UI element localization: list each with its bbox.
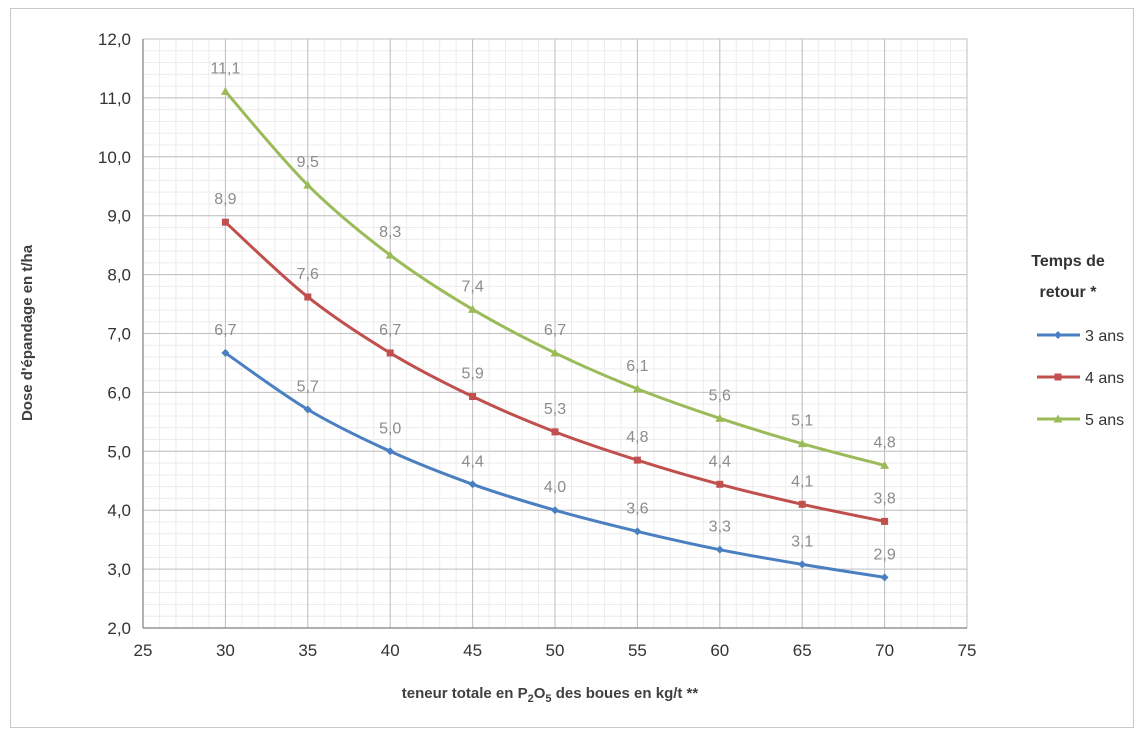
data-point [633,456,641,464]
data-point [550,348,560,357]
x-tick-label: 35 [298,641,317,660]
data-point [715,545,724,554]
data-point [220,86,230,95]
y-tick-label: 5,0 [107,442,131,461]
data-point [880,460,890,469]
legend-label: 4 ans [1085,370,1124,387]
data-label: 7,6 [297,266,319,283]
data-label: 5,7 [297,378,319,395]
legend-swatch-marker [1053,414,1063,423]
x-tick-label: 40 [381,641,400,660]
data-label: 5,9 [461,366,483,383]
data-point [221,218,229,226]
x-tick-label: 50 [546,641,565,660]
data-label: 4,0 [544,479,566,496]
data-label: 6,1 [626,358,648,375]
y-tick-labels: 2,0 3,0 4,0 5,0 6,0 7,0 8,0 9,0 10,0 11,0 12,0 [98,30,131,638]
data-label: 8,9 [214,191,236,208]
data-point [551,428,559,436]
data-point [303,180,313,189]
legend-title-line-1: Temps de [1031,253,1105,270]
data-label: 2,9 [873,546,895,563]
x-axis-title: teneur totale en P2O5 des boues en kg/t … [402,685,699,705]
data-label: 6,7 [379,322,401,339]
data-label: 6,7 [214,322,236,339]
data-point [385,250,395,259]
legend-title-line-2: retour * [1040,284,1098,301]
data-point [468,304,478,313]
axes [142,39,967,629]
data-point [386,447,395,456]
x-tick-label: 65 [793,641,812,660]
y-tick-label: 3,0 [107,560,131,579]
x-tick-label: 60 [710,641,729,660]
data-point [632,384,642,393]
y-axis-title: Dose d'épandage en t/ha [19,244,36,421]
data-label: 3,1 [791,533,813,550]
data-label: 3,8 [873,490,895,507]
x-tick-labels: 25 30 35 40 45 50 55 60 65 70 75 [134,641,977,660]
data-label: 8,3 [379,224,401,241]
y-tick-label: 2,0 [107,619,131,638]
data-label: 4,1 [791,473,813,490]
legend-swatch-marker [1054,331,1062,339]
data-label: 4,4 [709,453,731,470]
legend-swatch-marker [1054,373,1062,381]
y-tick-label: 9,0 [107,207,131,226]
data-label: 4,4 [461,453,483,470]
data-point [716,480,724,488]
series-line-5-ans [223,89,887,467]
y-tick-label: 4,0 [107,501,131,520]
x-tick-label: 25 [134,641,153,660]
data-point [551,506,559,515]
x-tick-label: 55 [628,641,647,660]
data-point [715,413,725,422]
y-tick-label: 10,0 [98,148,131,167]
data-point [798,500,806,508]
data-point [221,348,230,357]
legend: Temps de retour * 3 ans 4 ans 5 ans [1031,253,1124,429]
data-point [881,517,889,525]
legend-label: 5 ans [1085,412,1124,429]
data-point [469,393,477,401]
data-label: 4,8 [873,434,895,451]
data-label: 4,8 [626,429,648,446]
data-label: 6,7 [544,322,566,339]
data-point [468,480,477,489]
y-tick-label: 6,0 [107,383,131,402]
data-label: 5,6 [709,387,731,404]
data-label: 5,1 [791,413,813,430]
data-label: 11,1 [210,60,240,77]
y-tick-label: 11,0 [99,89,131,108]
data-point [797,439,807,448]
y-tick-label: 8,0 [107,266,131,285]
legend-items: 3 ans 4 ans 5 ans [1037,328,1124,429]
x-tick-label: 70 [875,641,894,660]
data-point [304,293,312,301]
y-tick-label: 12,0 [98,30,131,49]
y-tick-label: 7,0 [107,325,131,344]
data-label: 9,5 [297,154,319,171]
data-point [633,527,642,536]
data-label: 5,3 [544,401,566,418]
data-label: 3,6 [626,500,648,517]
data-point [303,405,312,414]
data-point [386,349,394,357]
data-point [880,573,889,582]
data-label: 3,3 [709,519,731,536]
data-labels: 6,7 5,7 5,0 4,4 4,0 3,6 3,3 3,1 2,9 8,9 7,6 6,7 5,9 5… [210,60,895,563]
series-markers [220,86,890,582]
data-label: 5,0 [379,420,401,437]
data-label: 7,4 [461,278,483,295]
legend-label: 3 ans [1085,328,1124,345]
x-tick-label: 45 [463,641,482,660]
x-tick-label: 30 [216,641,235,660]
data-point [798,560,807,569]
x-tick-label: 75 [958,641,977,660]
